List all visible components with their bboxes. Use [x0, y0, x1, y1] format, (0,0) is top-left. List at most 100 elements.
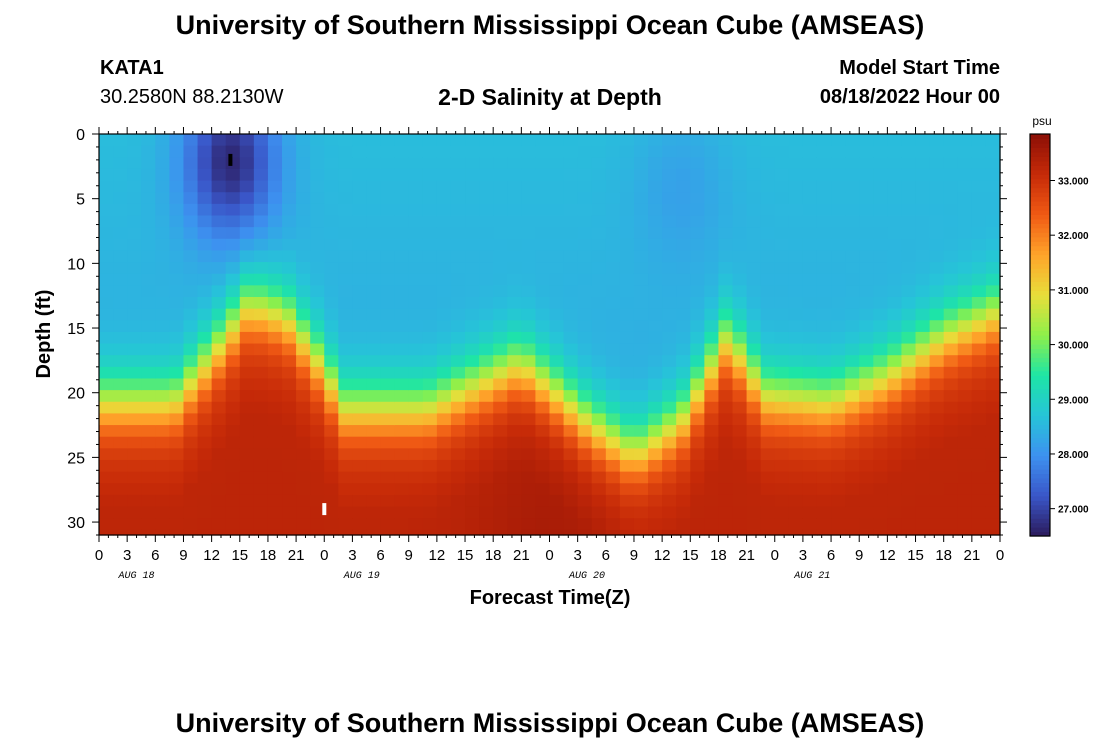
- heatmap-cell: [211, 366, 227, 380]
- heatmap-cell: [662, 192, 677, 205]
- heatmap-cell: [901, 366, 917, 380]
- x-tick-label: 21: [288, 547, 305, 564]
- heatmap-cell: [788, 448, 804, 461]
- heatmap-cell: [253, 506, 269, 519]
- heatmap-cell: [802, 413, 818, 426]
- heatmap-cell: [366, 238, 382, 252]
- heatmap-cell: [465, 238, 480, 252]
- heatmap-cell: [760, 366, 776, 380]
- heatmap-cell: [845, 308, 860, 321]
- heatmap-cell: [535, 262, 551, 275]
- colorbar-segment: [1030, 232, 1050, 238]
- x-tick-label: 15: [231, 547, 248, 564]
- heatmap-cell: [253, 308, 269, 321]
- heatmap-cell: [352, 320, 368, 333]
- heatmap-cell: [225, 390, 241, 403]
- heatmap-cell: [352, 518, 368, 531]
- heatmap-cell: [422, 390, 438, 403]
- colorbar-segment: [1030, 464, 1050, 470]
- heatmap-cell: [648, 355, 663, 368]
- colorbar-segment: [1030, 227, 1050, 233]
- heatmap-cell: [746, 285, 762, 298]
- heatmap-cell: [971, 250, 987, 263]
- heatmap-cell: [465, 250, 480, 263]
- heatmap-cell: [113, 483, 128, 496]
- heatmap-cell: [957, 459, 973, 473]
- heatmap-cell: [591, 506, 607, 519]
- heatmap-cell: [831, 483, 846, 496]
- heatmap-cell: [577, 285, 593, 298]
- heatmap-cell: [450, 483, 466, 496]
- heatmap-cell: [662, 494, 677, 508]
- heatmap-cell: [211, 425, 227, 438]
- heatmap-cell: [127, 250, 142, 263]
- heatmap-cell: [788, 331, 804, 345]
- heatmap-cell: [521, 506, 537, 519]
- heatmap-cell: [155, 296, 170, 310]
- heatmap-cell: [127, 459, 142, 473]
- colorbar-segment: [1030, 397, 1050, 403]
- heatmap-cell: [746, 448, 762, 461]
- heatmap-cell: [788, 273, 804, 286]
- heatmap-cell: [676, 401, 691, 414]
- heatmap-cell: [662, 459, 677, 473]
- heatmap-cell: [310, 506, 325, 519]
- y-tick-label: 0: [76, 127, 85, 144]
- heatmap-cell: [324, 203, 339, 217]
- heatmap-cell: [493, 331, 508, 345]
- heatmap-cell: [169, 343, 185, 356]
- heatmap-cell: [267, 378, 283, 391]
- heatmap-cell: [465, 215, 480, 228]
- heatmap-cell: [535, 168, 551, 182]
- heatmap-cell: [113, 262, 128, 275]
- heatmap-cell: [859, 296, 874, 310]
- heatmap-cell: [718, 459, 734, 473]
- heatmap-cell: [816, 390, 832, 403]
- heatmap-cell: [211, 413, 227, 426]
- heatmap-cell: [788, 238, 804, 252]
- heatmap-cell: [971, 401, 987, 414]
- heatmap-cell: [985, 180, 1001, 193]
- heatmap-cell: [394, 494, 410, 508]
- heatmap-cell: [310, 250, 325, 263]
- heatmap-cell: [141, 192, 156, 205]
- heatmap-cell: [718, 366, 734, 380]
- heatmap-cell: [845, 366, 860, 380]
- heatmap-cell: [957, 448, 973, 461]
- x-tick-label: 6: [602, 547, 610, 564]
- heatmap-cell: [141, 180, 156, 193]
- heatmap-cell: [549, 506, 565, 519]
- heatmap-cell: [662, 157, 677, 170]
- heatmap-cell: [225, 506, 241, 519]
- heatmap-cell: [746, 145, 762, 158]
- heatmap-cell: [985, 378, 1001, 391]
- heatmap-cell: [422, 459, 438, 473]
- heatmap-cell: [127, 401, 142, 414]
- heatmap-cell: [774, 459, 790, 473]
- heatmap-cell: [253, 343, 269, 356]
- heatmap-cell: [127, 331, 142, 345]
- heatmap-cell: [901, 285, 917, 298]
- heatmap-cell: [746, 296, 762, 310]
- heatmap-cell: [577, 459, 593, 473]
- heatmap-cell: [676, 168, 691, 182]
- heatmap-cell: [169, 425, 185, 438]
- heatmap-cell: [239, 506, 255, 519]
- colorbar-segment: [1030, 245, 1050, 251]
- heatmap-cell: [479, 506, 494, 519]
- heatmap-cell: [521, 285, 537, 298]
- heatmap-cell: [605, 378, 621, 391]
- heatmap-cell: [99, 192, 114, 205]
- heatmap-cell: [352, 250, 368, 263]
- heatmap-cell: [169, 145, 185, 158]
- heatmap-cell: [352, 436, 368, 449]
- heatmap-cell: [155, 494, 170, 508]
- colorbar-tick-label: 31.000: [1058, 286, 1089, 297]
- heatmap-cell: [774, 238, 790, 252]
- heatmap-cell: [760, 273, 776, 286]
- heatmap-cell: [577, 331, 593, 345]
- heatmap-cell: [324, 145, 339, 158]
- heatmap-cell: [366, 471, 382, 484]
- heatmap-cell: [802, 494, 818, 508]
- heatmap-cell: [619, 134, 635, 147]
